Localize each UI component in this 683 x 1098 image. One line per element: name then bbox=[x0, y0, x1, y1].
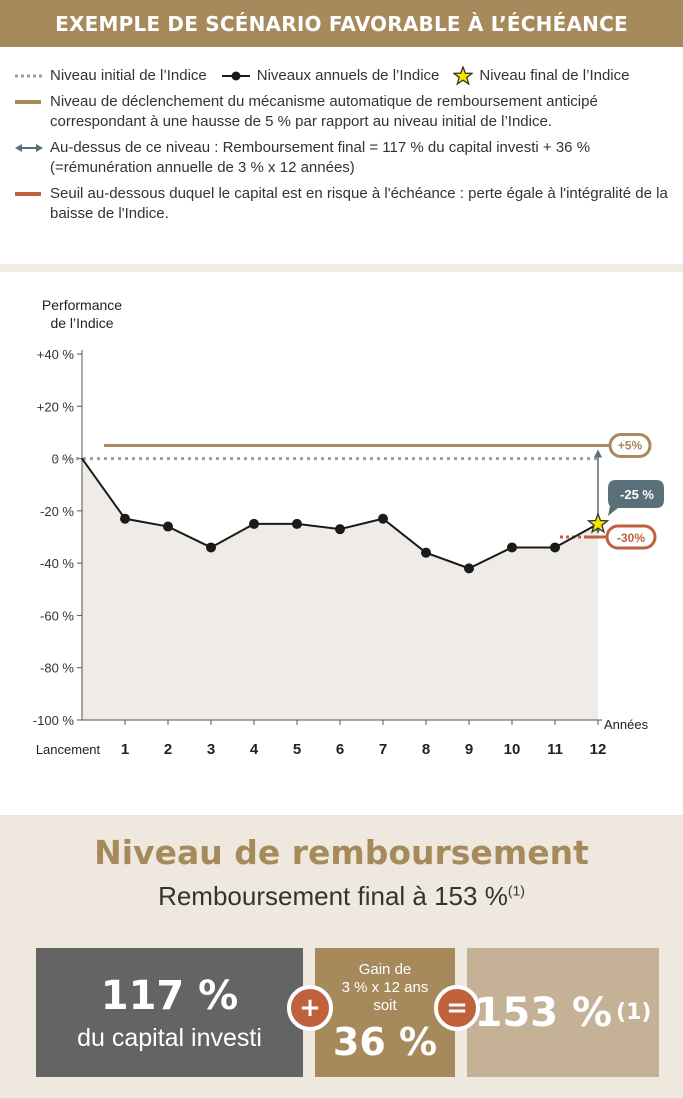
y-axis-title-line-1: Performance bbox=[42, 297, 122, 313]
total-note: (1) bbox=[616, 1000, 652, 1025]
page-title: EXEMPLE DE SCÉNARIO FAVORABLE À L’ÉCHÉAN… bbox=[0, 0, 683, 47]
threshold-badge-label: -30% bbox=[617, 531, 645, 545]
final-badge-label: -25 % bbox=[620, 487, 654, 502]
legend-above-label: Au-dessus de ce niveau : Remboursement f… bbox=[50, 139, 591, 176]
equals-icon: = bbox=[434, 985, 480, 1031]
data-point bbox=[464, 563, 474, 574]
data-point bbox=[249, 518, 259, 529]
data-point bbox=[550, 542, 560, 553]
x-tick-label: 11 bbox=[547, 741, 563, 758]
data-point bbox=[292, 518, 302, 529]
data-point bbox=[378, 513, 388, 524]
x-axis-title: Années bbox=[604, 717, 649, 732]
gold-line-icon bbox=[14, 92, 50, 112]
data-point bbox=[163, 521, 173, 532]
summary-subtitle-note: (1) bbox=[507, 882, 525, 899]
y-tick-label: +40 % bbox=[37, 347, 75, 362]
double-arrow-icon bbox=[14, 138, 50, 158]
legend-item-initial-level: Niveau initial de l’Indice bbox=[14, 66, 207, 86]
summary-subtitle: Remboursement final à 153 %(1) bbox=[0, 881, 683, 912]
y-tick-label: -80 % bbox=[40, 661, 74, 676]
legend-row-above: Au-dessus de ce niveau : Remboursement f… bbox=[14, 138, 674, 178]
x-tick-label: 12 bbox=[590, 741, 607, 758]
line-marker-icon bbox=[221, 66, 251, 86]
x-tick-label: 1 bbox=[121, 741, 129, 758]
legend-trigger-label: Niveau de déclenchement du mécanisme aut… bbox=[50, 93, 598, 130]
x-tick-label: 4 bbox=[250, 741, 259, 758]
y-tick-label: -20 % bbox=[40, 504, 74, 519]
gain-line-1: Gain de bbox=[358, 960, 412, 978]
legend-final-level-label: Niveau final de l’Indice bbox=[479, 67, 630, 84]
x-tick-label: 6 bbox=[336, 741, 344, 758]
y-axis-title-line-2: de l’Indice bbox=[50, 315, 113, 331]
x-tick-label: 5 bbox=[293, 741, 301, 758]
x-tick-label: 2 bbox=[164, 741, 172, 758]
gain-box: Gain de 3 % x 12 ans soit 36 % bbox=[315, 948, 455, 1077]
x-tick-label-launch: Lancement bbox=[36, 742, 101, 757]
legend-row-levels: Niveau initial de l’Indice Niveaux annue… bbox=[14, 66, 674, 86]
gain-line-3: soit bbox=[373, 996, 397, 1014]
gain-line-2: 3 % x 12 ans bbox=[341, 978, 429, 996]
legend-risk-label: Seuil au-dessous duquel le capital est e… bbox=[50, 185, 668, 222]
x-tick-label: 10 bbox=[504, 741, 521, 758]
threshold-badge bbox=[605, 524, 657, 550]
final-badge bbox=[608, 480, 664, 516]
capital-value: 117 % bbox=[100, 972, 239, 1019]
data-point bbox=[120, 513, 130, 524]
section-divider bbox=[0, 264, 683, 272]
chart-area-fill bbox=[82, 458, 598, 720]
plus-icon: + bbox=[287, 985, 333, 1031]
summary-subtitle-text: Remboursement final à 153 % bbox=[158, 881, 508, 911]
dotted-line-icon bbox=[14, 66, 44, 86]
data-point bbox=[507, 542, 517, 553]
y-tick-label: -100 % bbox=[33, 713, 75, 728]
capital-label: du capital investi bbox=[77, 1023, 262, 1052]
trigger-badge bbox=[608, 433, 652, 458]
legend-annual-levels-label: Niveaux annuels de l’Indice bbox=[256, 67, 440, 84]
data-point bbox=[206, 542, 216, 553]
y-tick-label: -40 % bbox=[40, 556, 74, 571]
legend-item-annual-levels: Niveaux annuels de l’Indice bbox=[221, 66, 440, 86]
star-icon bbox=[453, 66, 474, 86]
summary-panel: Niveau de remboursement Remboursement fi… bbox=[0, 815, 683, 1098]
red-line-icon bbox=[14, 184, 50, 204]
legend-initial-level-label: Niveau initial de l’Indice bbox=[50, 67, 207, 84]
y-tick-label: +20 % bbox=[37, 399, 75, 414]
total-value: 153 % bbox=[474, 989, 613, 1036]
gain-value: 36 % bbox=[332, 1019, 438, 1064]
legend: Niveau initial de l’Indice Niveaux annue… bbox=[14, 66, 674, 230]
final-arrow-head-up bbox=[594, 449, 602, 458]
x-tick-label: 9 bbox=[465, 741, 473, 758]
trigger-badge-label: +5% bbox=[618, 439, 643, 453]
x-tick-label: 3 bbox=[207, 741, 215, 758]
data-point bbox=[421, 547, 431, 558]
capital-box: 117 % du capital investi bbox=[36, 948, 303, 1077]
total-box: 153 % (1) bbox=[467, 948, 659, 1077]
final-level-star bbox=[586, 512, 610, 534]
legend-row-risk: Seuil au-dessous duquel le capital est e… bbox=[14, 184, 674, 224]
y-tick-label: -60 % bbox=[40, 608, 74, 623]
summary-heading: Niveau de remboursement bbox=[94, 833, 589, 872]
legend-item-final-level: Niveau final de l’Indice bbox=[453, 66, 629, 86]
x-tick-label: 8 bbox=[422, 741, 430, 758]
data-point bbox=[335, 524, 345, 535]
x-tick-label: 7 bbox=[379, 741, 387, 758]
legend-row-trigger: Niveau de déclenchement du mécanisme aut… bbox=[14, 92, 674, 132]
